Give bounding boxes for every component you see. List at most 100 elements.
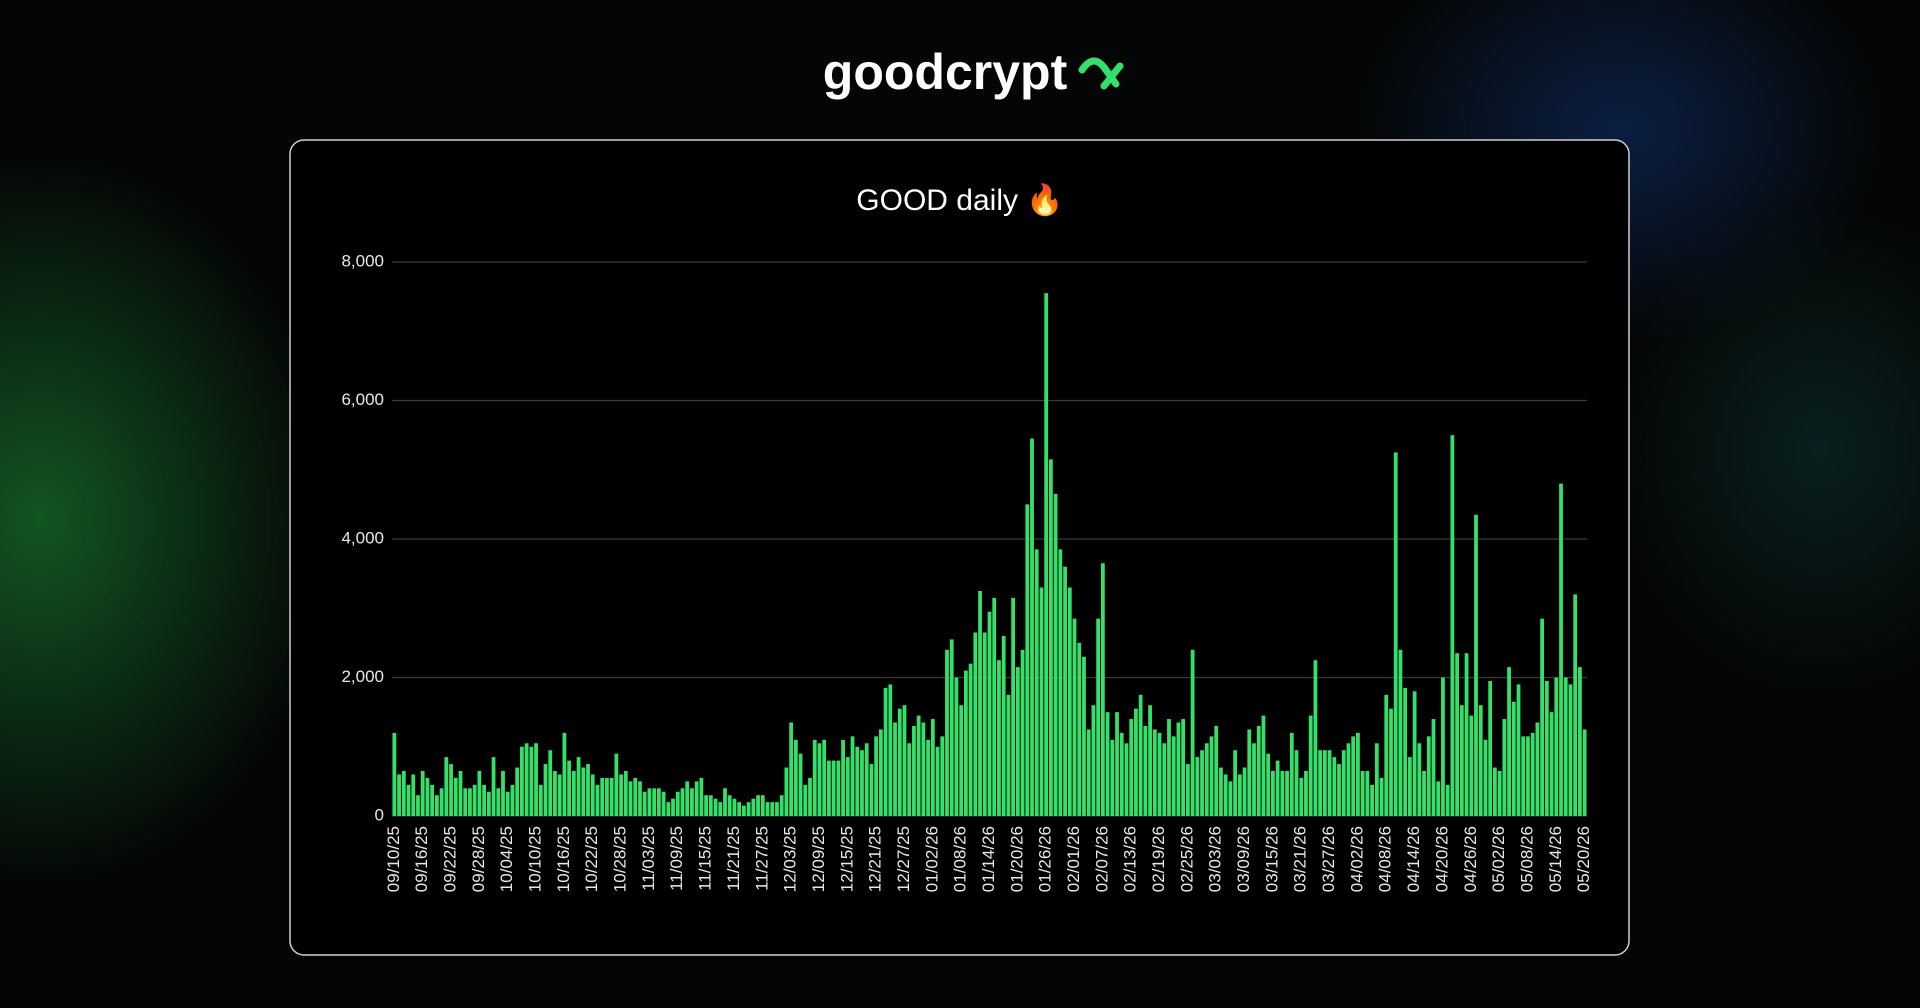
bar xyxy=(1200,750,1204,816)
bar xyxy=(652,788,657,816)
bar xyxy=(907,743,912,816)
bar xyxy=(812,739,817,816)
bar xyxy=(784,767,789,816)
bar xyxy=(1521,736,1526,816)
x-tick-label: 09/28/25 xyxy=(469,826,488,892)
bar xyxy=(1096,618,1101,816)
bar xyxy=(1544,680,1549,816)
bar xyxy=(1204,743,1209,816)
x-tick-label: 05/08/26 xyxy=(1517,826,1536,892)
bar xyxy=(1157,732,1162,816)
bar xyxy=(661,791,666,816)
bar xyxy=(420,770,425,816)
bar xyxy=(1568,684,1573,816)
bar xyxy=(1086,729,1091,816)
bar xyxy=(718,802,723,816)
bar xyxy=(912,725,916,816)
bar xyxy=(921,722,926,816)
x-tick-label: 02/25/26 xyxy=(1177,826,1196,892)
bar xyxy=(1176,722,1181,816)
bar xyxy=(850,736,855,816)
bar xyxy=(694,781,699,816)
bar xyxy=(883,687,888,816)
bar xyxy=(656,788,661,816)
bar xyxy=(1299,777,1304,816)
bar xyxy=(1030,438,1034,816)
bar xyxy=(1143,725,1148,816)
bar xyxy=(567,760,572,816)
bar xyxy=(1393,452,1398,816)
bar xyxy=(600,777,605,816)
bar xyxy=(864,743,869,816)
bar xyxy=(524,743,529,816)
bar xyxy=(1422,770,1426,816)
x-tick-label: 03/15/26 xyxy=(1262,826,1281,892)
x-tick-label: 09/10/25 xyxy=(384,826,403,892)
bar xyxy=(1370,784,1374,816)
bar xyxy=(1578,667,1582,816)
bar xyxy=(1034,549,1039,816)
bar xyxy=(666,802,671,816)
bar xyxy=(1124,743,1129,816)
x-tick-label: 11/15/25 xyxy=(696,826,715,891)
bar xyxy=(992,597,997,816)
bar xyxy=(1332,757,1337,816)
x-tick-label: 10/04/25 xyxy=(497,826,516,892)
bar xyxy=(1554,677,1559,816)
x-tick-label: 03/27/26 xyxy=(1319,826,1338,892)
bar xyxy=(770,802,775,816)
x-tick-label: 01/26/26 xyxy=(1036,826,1055,892)
bar xyxy=(1436,781,1441,816)
bar xyxy=(590,774,595,816)
bar xyxy=(1044,293,1049,817)
bar xyxy=(1459,705,1464,816)
bar xyxy=(930,719,935,816)
bar xyxy=(453,777,458,816)
bar xyxy=(831,760,836,816)
bar xyxy=(963,670,968,816)
x-tick-label: 03/03/26 xyxy=(1206,826,1225,892)
bar xyxy=(1322,750,1327,816)
bar xyxy=(860,750,864,816)
x-tick-label: 01/14/26 xyxy=(979,826,998,892)
bar xyxy=(1256,725,1261,816)
bar xyxy=(1209,736,1214,816)
bar xyxy=(392,732,397,816)
bar xyxy=(633,777,638,816)
bar xyxy=(482,784,486,816)
bar xyxy=(505,791,510,816)
bar xyxy=(902,705,907,816)
bar xyxy=(1015,667,1020,816)
bar xyxy=(803,784,808,816)
bar xyxy=(1559,483,1563,816)
x-tick-label: 11/21/25 xyxy=(724,826,743,891)
bar xyxy=(827,760,831,816)
bar xyxy=(756,795,760,816)
bar xyxy=(425,777,430,816)
bar xyxy=(897,708,902,816)
bar xyxy=(1138,694,1143,816)
bar xyxy=(458,770,463,816)
bar xyxy=(1511,701,1516,816)
bar xyxy=(1100,563,1105,816)
bar xyxy=(675,791,680,816)
bar xyxy=(1294,750,1299,816)
bar xyxy=(1025,504,1030,816)
bar xyxy=(614,753,619,816)
y-tick-label: 0 xyxy=(375,805,384,824)
x-tick-label: 04/02/26 xyxy=(1347,826,1366,892)
bar xyxy=(468,788,472,816)
bar xyxy=(1464,653,1469,816)
bar xyxy=(746,802,751,816)
bar xyxy=(553,770,557,816)
bar xyxy=(1313,660,1318,816)
bar xyxy=(760,795,765,816)
bar xyxy=(1115,712,1119,816)
bar xyxy=(1346,743,1351,816)
bar xyxy=(775,802,779,816)
bar xyxy=(401,770,406,816)
bar xyxy=(642,791,647,816)
bar xyxy=(1162,743,1167,816)
bar xyxy=(1110,739,1115,816)
logo: goodcrypt xyxy=(823,44,1068,100)
